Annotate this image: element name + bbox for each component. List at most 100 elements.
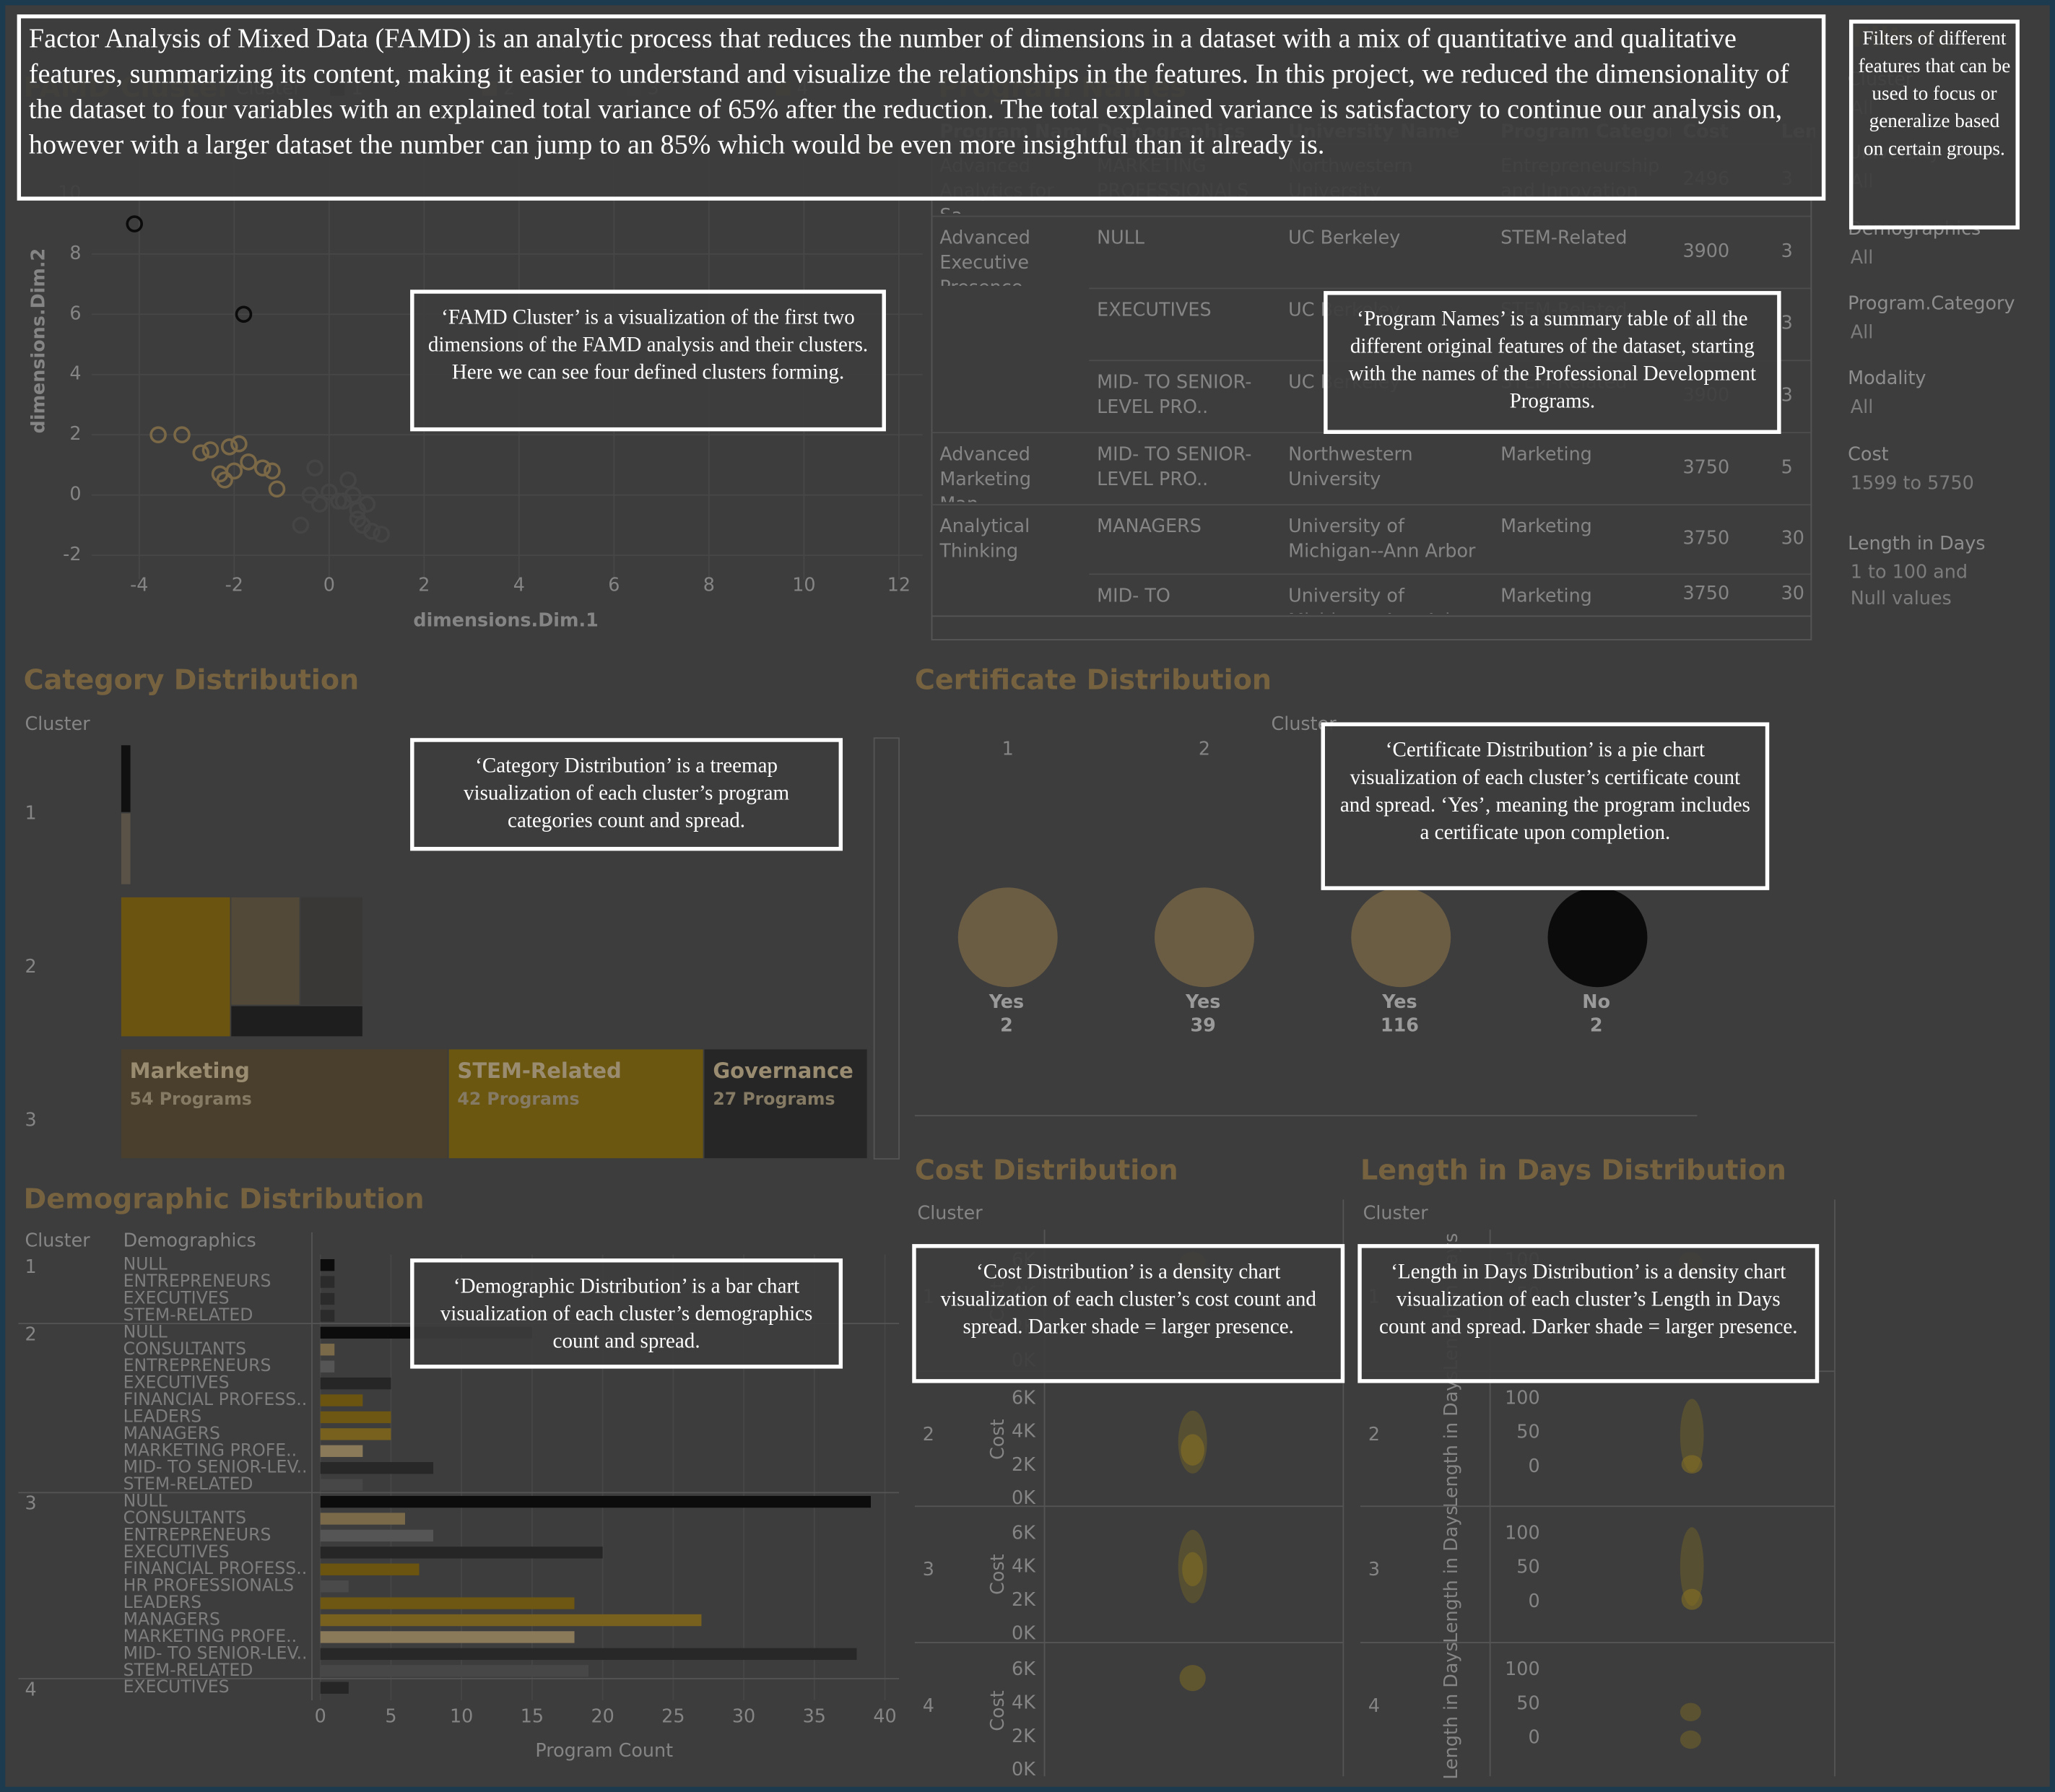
y-tick-label: 2K	[1012, 1588, 1036, 1610]
tile-name: Governance	[713, 1058, 853, 1083]
table-cell: Northwestern University	[1288, 444, 1413, 491]
bar-label: CONSULTANTS	[123, 1339, 246, 1359]
column-label: 2	[1199, 738, 1210, 760]
section-title: Category Distribution	[24, 664, 359, 696]
scatter-point	[192, 444, 210, 462]
scatter-point	[292, 516, 310, 534]
density-area	[1681, 1455, 1703, 1474]
filter-value[interactable]: All	[1850, 248, 1874, 269]
bar-label: MID- TO SENIOR-LEV..	[123, 1457, 308, 1477]
table-cell: 3900	[1682, 240, 1730, 262]
filter-value[interactable]: All	[1850, 322, 1874, 344]
table-cell: Analytical Thinking	[939, 516, 1030, 562]
pie-count: 116	[1381, 1014, 1419, 1036]
bar-label: MID- TO SENIOR-LEV..	[123, 1643, 308, 1663]
bar	[320, 1597, 575, 1609]
scatter-point	[240, 453, 257, 471]
table-cell: 3	[1781, 240, 1793, 262]
pie-count: 2	[1590, 1014, 1603, 1036]
bar-label: ENTREPRENEURS	[123, 1355, 271, 1375]
bar	[320, 1360, 335, 1373]
tile-count: 42 Programs	[457, 1089, 579, 1109]
filter-label: Program.Category	[1848, 293, 2015, 315]
filters-note: Filters of different features that can b…	[1848, 19, 2020, 230]
x-tick-label: 25	[661, 1705, 685, 1727]
treemap-tile	[120, 1048, 449, 1160]
pie	[1351, 887, 1451, 988]
bar-label: NULL	[123, 1491, 168, 1511]
scatter-point	[253, 459, 271, 477]
row-label: 3	[923, 1558, 934, 1580]
scatter-point	[201, 441, 220, 458]
y-tick-label: 4K	[1012, 1555, 1036, 1577]
axis-header: Demographics	[123, 1229, 256, 1251]
treemap-tile	[120, 812, 132, 886]
x-tick-label: 8	[703, 574, 715, 596]
y-tick-label: 100	[1505, 1658, 1539, 1679]
treemap-tile	[230, 896, 301, 1006]
y-tick-label: 0	[1528, 1590, 1539, 1612]
y-tick-label: 6K	[1012, 1521, 1036, 1543]
bar-label: EXECUTIVES	[123, 1373, 230, 1393]
row-label: 3	[25, 1492, 36, 1514]
scatter-point	[220, 438, 238, 456]
x-tick-label: 30	[732, 1705, 755, 1727]
x-tick-label: 6	[608, 574, 620, 596]
treemap-tile	[703, 1048, 869, 1160]
bar-label: MANAGERS	[123, 1609, 220, 1630]
y-tick-label: 0	[1528, 1726, 1539, 1748]
filter-value[interactable]: 1 to 100 and Null values	[1850, 562, 1968, 610]
scatter-point	[126, 215, 144, 232]
table-cell: 30	[1781, 527, 1804, 549]
y-tick-label: 6K	[1012, 1658, 1036, 1679]
annotation-note: ‘Demographic Distribution’ is a bar char…	[410, 1258, 843, 1369]
scrollbar	[873, 737, 900, 1160]
density-area	[1680, 1702, 1701, 1722]
row-label: 2	[25, 955, 36, 977]
y-tick-label: 100	[1505, 1386, 1539, 1408]
filter-label: Cost	[1848, 444, 1889, 466]
intro-note: Factor Analysis of Mixed Data (FAMD) is …	[17, 14, 1826, 201]
filter-value[interactable]: 1599 to 5750	[1850, 473, 1974, 495]
section-title: Certificate Distribution	[915, 664, 1272, 696]
x-tick-label: 15	[521, 1705, 544, 1727]
row-label: 2	[25, 1323, 36, 1344]
x-tick-label: -4	[130, 574, 148, 596]
x-tick-label: 2	[418, 574, 430, 596]
bar-label: ENTREPRENEURS	[123, 1524, 271, 1544]
density-area	[1681, 1588, 1703, 1610]
density-area	[1179, 1664, 1206, 1692]
treemap-tile	[120, 744, 132, 814]
table-cell: University of Michigan--Ann Arbor	[1288, 586, 1475, 614]
scatter-point	[310, 495, 329, 513]
scatter-point	[216, 471, 233, 489]
bar-label: STEM-RELATED	[123, 1474, 253, 1494]
bar	[320, 1495, 871, 1508]
axis-label: Length in Days	[1440, 1642, 1461, 1779]
pie	[1155, 887, 1254, 988]
treemap-tile	[299, 896, 364, 1006]
bar	[320, 1631, 575, 1643]
y-tick-label: 50	[1516, 1692, 1539, 1713]
x-tick-label: 40	[873, 1705, 896, 1727]
y-tick-label: 6	[69, 302, 81, 323]
pie	[1547, 887, 1648, 988]
table-cell: 5	[1781, 456, 1793, 478]
row-label: 1	[25, 1256, 36, 1277]
bar-label: EXECUTIVES	[123, 1287, 230, 1308]
table-cell: Marketing	[1500, 516, 1592, 538]
bar-label: MARKETING PROFE..	[123, 1626, 297, 1646]
bar-label: STEM-RELATED	[123, 1660, 253, 1680]
bar	[320, 1682, 349, 1694]
bar	[320, 1394, 363, 1406]
y-tick-label: 2K	[1012, 1725, 1036, 1747]
x-axis-label: Program Count	[535, 1739, 673, 1761]
table-scrollbar	[931, 615, 1812, 640]
table-cell: STEM-Related	[1500, 227, 1628, 249]
scatter-point	[330, 492, 347, 510]
bar-label: NULL	[123, 1321, 168, 1341]
filter-label: Modality	[1848, 368, 1926, 390]
filter-value[interactable]: All	[1850, 397, 1874, 419]
bar	[320, 1547, 603, 1559]
